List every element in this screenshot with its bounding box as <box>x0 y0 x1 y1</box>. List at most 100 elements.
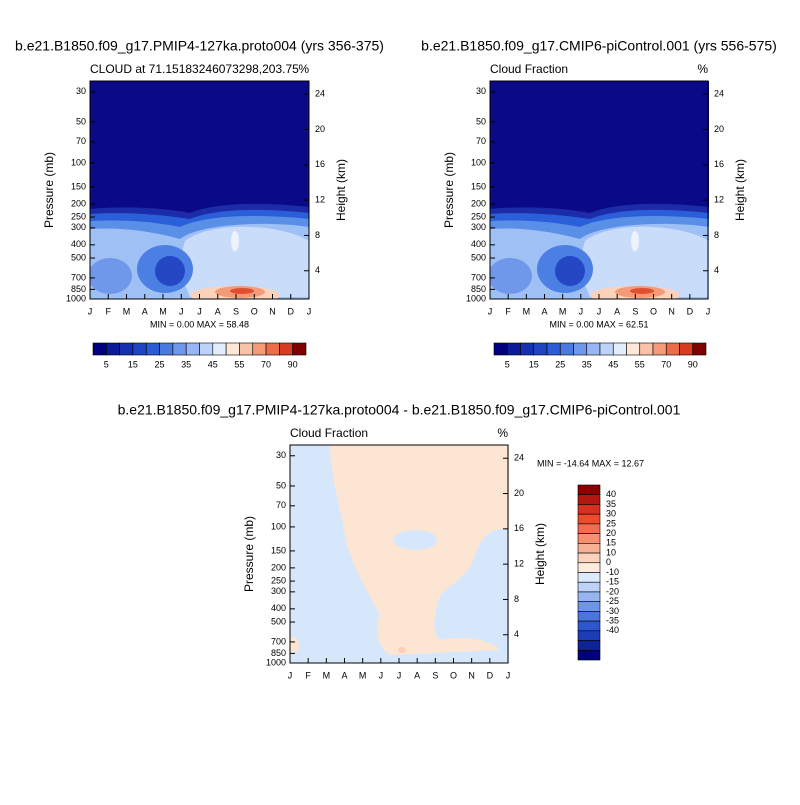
y-tick-label: 100 <box>271 521 286 531</box>
colorbar-box <box>577 611 601 622</box>
x-tick-label: J <box>379 670 384 680</box>
colorbar-box <box>225 342 240 356</box>
x-tick-label: A <box>541 306 547 316</box>
x-tick-label: J <box>288 670 293 680</box>
colorbar-box <box>577 601 601 612</box>
colorbar-label: -25 <box>606 596 619 606</box>
colorbar-box <box>626 342 641 356</box>
colorbar-label: 25 <box>555 359 565 369</box>
x-tick-label: J <box>307 306 312 316</box>
y2-tick-label: 4 <box>315 265 320 275</box>
x-tick-label: A <box>414 670 420 680</box>
colorbar-box <box>199 342 214 356</box>
colorbar-box <box>106 342 120 356</box>
colorbar-label: 30 <box>606 509 616 519</box>
x-tick-label: M <box>159 306 167 316</box>
y-tick-label: 200 <box>471 198 486 208</box>
y-tick-label: 250 <box>271 575 286 585</box>
y-tick-label: 500 <box>71 252 86 262</box>
colorbar-label: 25 <box>155 359 165 369</box>
y2-tick-label: 20 <box>714 124 724 134</box>
y-tick-label: 200 <box>71 198 86 208</box>
y-tick-label: 300 <box>71 222 86 232</box>
colorbar-box <box>577 630 601 641</box>
colorbar-box <box>577 484 601 496</box>
y-tick-label: 250 <box>71 211 86 221</box>
colorbar-box <box>520 342 535 356</box>
colorbar-box <box>599 342 614 356</box>
y2-axis-label: Height (km) <box>533 523 547 585</box>
x-tick-label: N <box>269 306 276 316</box>
subtitle: CLOUD at 71.15183246073298,203.75 <box>90 62 299 76</box>
colorbar-label: -15 <box>606 577 619 587</box>
colorbar-box <box>652 342 667 356</box>
x-tick-label: N <box>468 670 475 680</box>
colorbar-box <box>577 649 601 661</box>
x-tick-label: D <box>288 306 295 316</box>
colorbar-label: 55 <box>234 359 244 369</box>
x-tick-label: S <box>233 306 239 316</box>
colorbar-box <box>577 591 601 602</box>
y-tick-label: 250 <box>471 211 486 221</box>
y-tick-label: 30 <box>276 450 286 460</box>
x-tick-label: J <box>488 306 493 316</box>
colorbar-label: 15 <box>529 359 539 369</box>
y2-tick-label: 8 <box>514 594 519 604</box>
colorbar-box <box>546 342 561 356</box>
colorbar-label: -30 <box>606 606 619 616</box>
colorbar-box <box>586 342 601 356</box>
subtitle: Cloud Fraction <box>490 62 568 76</box>
x-tick-label: M <box>559 306 567 316</box>
chart-title: b.e21.B1850.f09_g17.PMIP4-127ka.proto004… <box>118 402 681 418</box>
y-tick-label: 400 <box>271 603 286 613</box>
colorbar-box <box>679 342 694 356</box>
colorbar-box <box>279 342 293 356</box>
colorbar-label: 0 <box>606 557 611 567</box>
y-tick-label: 850 <box>471 284 486 294</box>
x-tick-label: F <box>305 670 311 680</box>
colorbar-label: -20 <box>606 586 619 596</box>
colorbar-label: 15 <box>606 538 616 548</box>
x-tick-label: A <box>215 306 221 316</box>
x-tick-label: O <box>650 306 657 316</box>
colorbar-box <box>577 523 601 534</box>
colorbar-box <box>119 342 134 356</box>
y2-tick-label: 24 <box>714 89 724 99</box>
y-tick-label: 1000 <box>266 657 286 667</box>
colorbar-box <box>533 342 548 356</box>
x-tick-label: D <box>487 670 494 680</box>
y-tick-label: 150 <box>71 181 86 191</box>
y2-tick-label: 20 <box>514 488 524 498</box>
colorbar-label: 15 <box>128 359 138 369</box>
stats: MIN = 0.00 MAX = 58.48 <box>150 319 249 329</box>
y2-tick-label: 24 <box>315 89 325 99</box>
y-tick-label: 100 <box>71 157 86 167</box>
colorbar-box <box>577 533 601 544</box>
y-tick-label: 100 <box>471 157 486 167</box>
subtitle: Cloud Fraction <box>290 426 368 440</box>
colorbar-box <box>252 342 267 356</box>
colorbar-label: 70 <box>261 359 271 369</box>
y2-tick-label: 16 <box>315 159 325 169</box>
x-tick-label: A <box>341 670 347 680</box>
colorbar-label: 90 <box>688 359 698 369</box>
stats: MIN = 0.00 MAX = 62.51 <box>549 319 648 329</box>
colorbar-box <box>145 342 160 356</box>
y-tick-label: 50 <box>76 116 86 126</box>
y-tick-label: 700 <box>471 272 486 282</box>
colorbar-label: 90 <box>288 359 298 369</box>
x-tick-label: S <box>432 670 438 680</box>
y-tick-label: 1000 <box>66 293 86 303</box>
x-tick-label: J <box>579 306 584 316</box>
colorbar-label: -40 <box>606 625 619 635</box>
colorbar-box <box>639 342 654 356</box>
y2-tick-label: 12 <box>714 195 724 205</box>
x-tick-label: J <box>197 306 202 316</box>
y2-axis-label: Height (km) <box>334 159 348 221</box>
colorbar-box <box>612 342 627 356</box>
colorbar-label: 70 <box>661 359 671 369</box>
colorbar-box <box>577 572 601 583</box>
colorbar-box <box>577 504 601 515</box>
colorbar-box <box>493 342 508 356</box>
colorbar-box <box>577 494 601 505</box>
